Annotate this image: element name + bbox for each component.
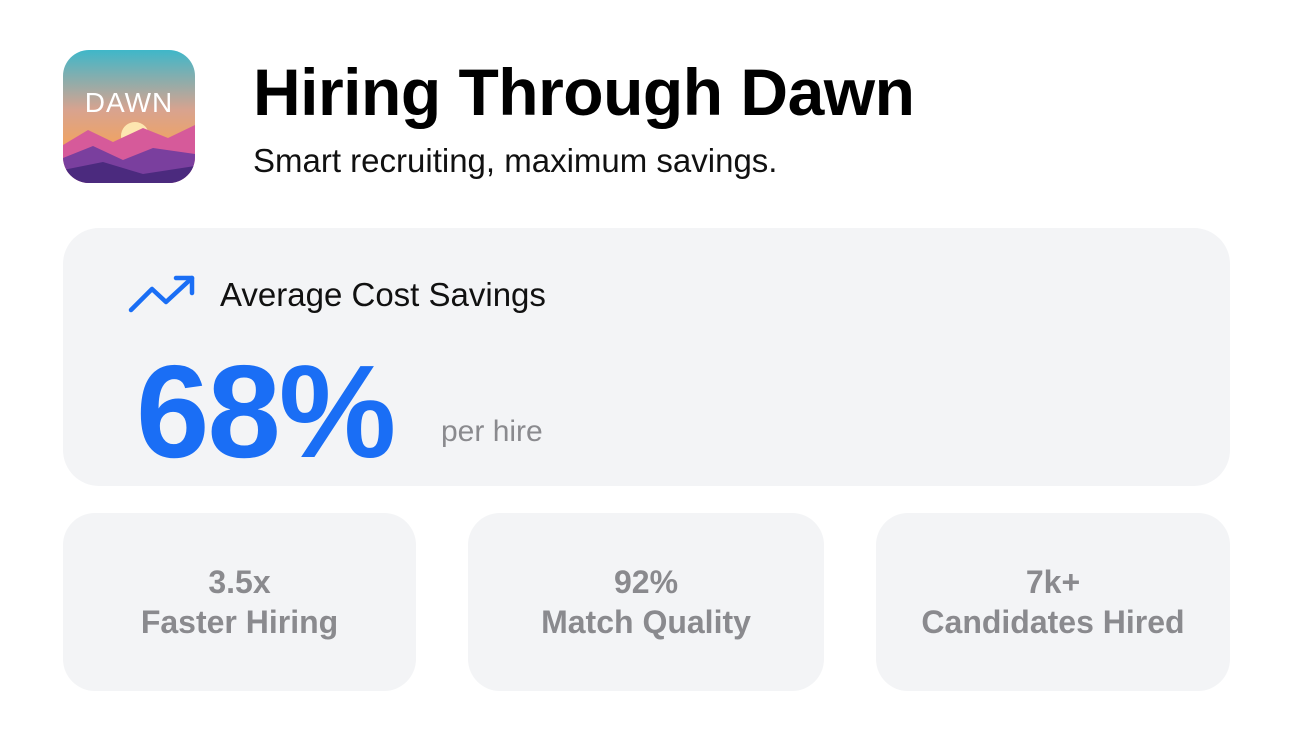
stat-card: 3.5x Faster Hiring (63, 513, 416, 691)
stat-value: 3.5x (208, 564, 271, 600)
subtitle: Smart recruiting, maximum savings. (253, 142, 778, 179)
stat-value: 68% (136, 338, 396, 485)
stat-card: 92% Match Quality (468, 513, 824, 691)
app-logo: DAWN (63, 50, 195, 183)
title: Hiring Through Dawn (253, 55, 915, 129)
stat-label: Average Cost Savings (220, 276, 546, 313)
logo-text: DAWN (85, 87, 174, 118)
stat-value: 7k+ (1025, 564, 1081, 600)
stat-unit: per hire (441, 415, 543, 448)
stat-label: Faster Hiring (140, 604, 339, 640)
trend-icon (128, 275, 195, 313)
stat-card: 7k+ Candidates Hired (876, 513, 1230, 691)
stat-label: Candidates Hired (921, 604, 1185, 640)
stat-label: Match Quality (541, 604, 751, 640)
stat-value: 92% (613, 564, 679, 600)
main-stat-card: Average Cost Savings 68% per hire (63, 228, 1230, 486)
